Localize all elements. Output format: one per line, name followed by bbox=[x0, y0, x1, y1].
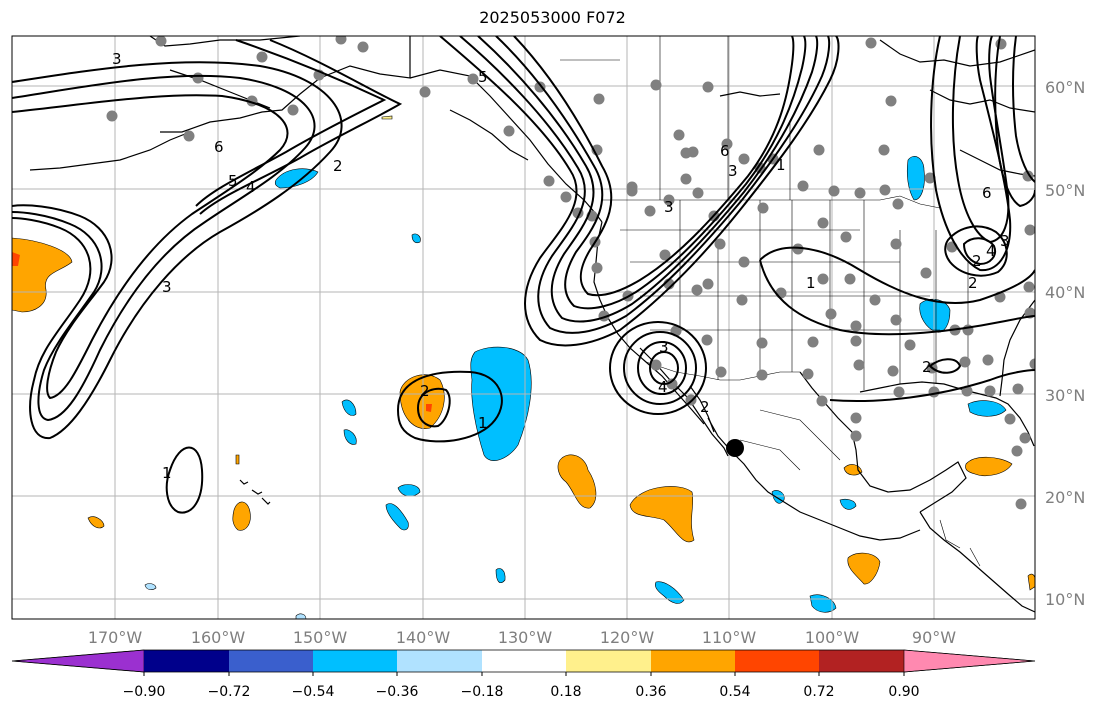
contour-lines bbox=[12, 36, 1035, 514]
shaded-anomalies bbox=[12, 115, 1035, 619]
map-panel: 3 6 5 4 2 3 5 3 6 3 1 4 3 2 1 2 1 1 2 3 … bbox=[12, 36, 1035, 619]
colorbar-segment bbox=[482, 650, 566, 672]
lat-label: 20°N bbox=[1045, 488, 1085, 507]
colorbar-tick-label: 0.18 bbox=[550, 684, 581, 700]
lon-label: 160°W bbox=[191, 628, 246, 647]
lon-label: 150°W bbox=[293, 628, 348, 647]
longitude-labels: 170°W 160°W 150°W 140°W 130°W 120°W 110°… bbox=[88, 628, 956, 647]
contour-label: 6 bbox=[982, 184, 992, 202]
lon-label: 130°W bbox=[498, 628, 553, 647]
contour-label: 4 bbox=[658, 378, 668, 396]
latitude-labels: 60°N 50°N 40°N 30°N 20°N 10°N bbox=[1045, 78, 1085, 609]
colorbar-extend-max bbox=[903, 649, 1036, 673]
colorbar-tick-label: −0.90 bbox=[123, 684, 166, 700]
negative-anomaly-area bbox=[967, 400, 1007, 417]
colorbar-tick-label: 0.90 bbox=[888, 684, 919, 700]
positive-anomaly-area bbox=[235, 454, 240, 465]
lon-label: 90°W bbox=[912, 628, 956, 647]
contour-label: 3 bbox=[728, 162, 738, 180]
positive-anomaly-area bbox=[12, 252, 20, 266]
negative-anomaly-area bbox=[919, 298, 951, 333]
lon-label: 140°W bbox=[396, 628, 451, 647]
lon-label: 120°W bbox=[600, 628, 655, 647]
positive-anomaly-area bbox=[629, 486, 695, 543]
contour-label: 5 bbox=[228, 172, 238, 190]
contour-label: 2 bbox=[333, 157, 343, 175]
lat-label: 60°N bbox=[1045, 78, 1085, 97]
positive-anomaly-area bbox=[847, 552, 881, 585]
negative-anomaly-area bbox=[295, 613, 307, 619]
positive-anomaly-area bbox=[426, 404, 432, 412]
positive-anomaly-area bbox=[87, 516, 105, 529]
colorbar-tick-label: −0.72 bbox=[208, 684, 251, 700]
contour-label: 3 bbox=[1000, 232, 1010, 250]
contour-label-group: 3 6 5 4 2 3 5 3 6 3 1 4 3 2 1 2 1 1 2 3 … bbox=[112, 50, 1010, 482]
negative-anomaly-area bbox=[385, 503, 409, 531]
positive-anomaly-area bbox=[557, 454, 597, 509]
contour-label: 2 bbox=[972, 252, 982, 270]
colorbar-tick-label: 0.54 bbox=[719, 684, 750, 700]
chart-title: 2025053000 F072 bbox=[479, 8, 626, 27]
lon-label: 110°W bbox=[702, 628, 757, 647]
contour-label: 6 bbox=[214, 138, 224, 156]
colorbar-segment bbox=[819, 650, 904, 672]
contour-label: 4 bbox=[986, 242, 996, 260]
gridlines bbox=[12, 36, 1035, 619]
negative-anomaly-area bbox=[839, 498, 857, 510]
lat-label: 40°N bbox=[1045, 283, 1085, 302]
colorbar-segment bbox=[651, 650, 735, 672]
map-frame bbox=[11, 35, 1036, 620]
colorbar-segment bbox=[566, 650, 651, 672]
colorbar-tick-labels: −0.90 −0.72 −0.54 −0.36 −0.18 0.18 0.36 … bbox=[123, 684, 920, 700]
negative-anomaly-area bbox=[343, 429, 357, 445]
positive-anomaly-area bbox=[12, 237, 73, 313]
colorbar-segment bbox=[229, 650, 313, 672]
colorbar-tick-label: 0.72 bbox=[803, 684, 834, 700]
lat-label: 30°N bbox=[1045, 386, 1085, 405]
contour-label: 3 bbox=[162, 278, 172, 296]
contour-label: 5 bbox=[478, 68, 488, 86]
negative-anomaly-area bbox=[397, 484, 421, 497]
colorbar-segment bbox=[397, 650, 482, 672]
contour-label: 2 bbox=[922, 358, 932, 376]
contour-label: 4 bbox=[246, 178, 256, 196]
colorbar-tick-label: −0.36 bbox=[376, 684, 419, 700]
colorbar-segment bbox=[313, 650, 397, 672]
negative-anomaly-area bbox=[341, 399, 357, 416]
colorbar-segment bbox=[735, 650, 819, 672]
contour-label: 2 bbox=[700, 398, 710, 416]
colorbar-segment bbox=[144, 650, 229, 672]
negative-anomaly-area bbox=[495, 568, 506, 583]
colorbar-ticks bbox=[143, 672, 905, 676]
political-borders bbox=[409, 36, 981, 567]
contour-label: 1 bbox=[478, 414, 488, 432]
colorbar-extend-min bbox=[11, 649, 145, 673]
negative-anomaly-area bbox=[654, 581, 685, 604]
positive-anomaly-area bbox=[965, 456, 1013, 476]
highlighted-station-marker bbox=[726, 439, 744, 457]
positive-anomaly-area bbox=[381, 115, 393, 120]
colorbar-tick-label: −0.54 bbox=[292, 684, 335, 700]
station-markers bbox=[106, 36, 1035, 510]
contour-label: 2 bbox=[420, 382, 430, 400]
colorbar: −0.90 −0.72 −0.54 −0.36 −0.18 0.18 0.36 … bbox=[11, 649, 1036, 700]
positive-anomaly-area bbox=[232, 501, 251, 531]
contour-label: 3 bbox=[659, 338, 669, 356]
contour-label: 3 bbox=[112, 50, 122, 68]
contour-label: 3 bbox=[664, 198, 674, 216]
lon-label: 100°W bbox=[805, 628, 860, 647]
negative-anomaly-area bbox=[411, 233, 421, 244]
lat-label: 50°N bbox=[1045, 181, 1085, 200]
lon-label: 170°W bbox=[88, 628, 143, 647]
contour-label: 1 bbox=[776, 156, 786, 174]
contour-label: 2 bbox=[968, 274, 978, 292]
contour-label: 1 bbox=[162, 464, 172, 482]
colorbar-tick-label: −0.18 bbox=[461, 684, 504, 700]
lat-label: 10°N bbox=[1045, 590, 1085, 609]
contour-label: 6 bbox=[720, 142, 730, 160]
colorbar-tick-label: 0.36 bbox=[635, 684, 666, 700]
negative-anomaly-area bbox=[144, 583, 157, 590]
contour-label: 1 bbox=[806, 274, 816, 292]
